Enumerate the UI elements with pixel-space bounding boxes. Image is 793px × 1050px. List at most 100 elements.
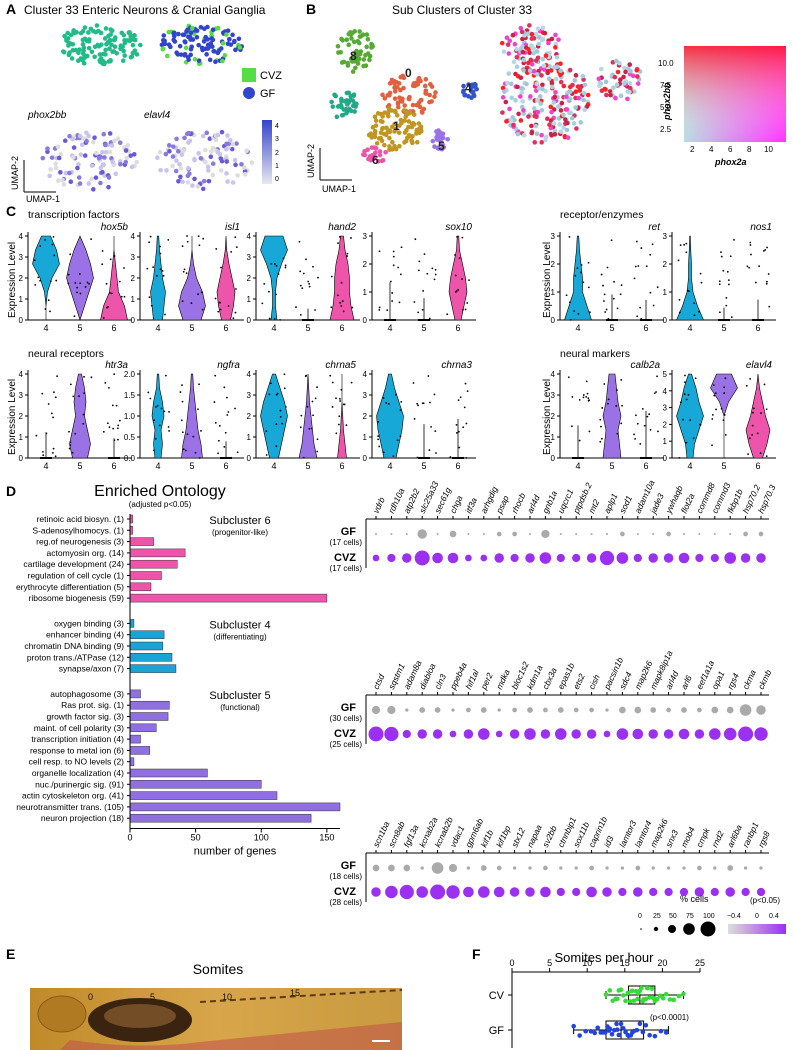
gene-label: sox10 (445, 222, 472, 233)
umap-point (429, 84, 435, 89)
umap-point (499, 40, 505, 46)
y-tick-label: 1 (551, 433, 556, 442)
umap-point (553, 76, 559, 82)
gene-tick-label: mt2 (586, 498, 601, 515)
cell-point (427, 375, 430, 377)
cell-point (300, 414, 303, 417)
dot-cvz (449, 730, 457, 738)
data-point (663, 991, 669, 997)
y-tick-label: 0 (363, 316, 368, 325)
cell-point (422, 290, 425, 292)
cell-point (392, 455, 395, 458)
umap-point (176, 31, 181, 37)
cell-point (155, 274, 158, 277)
umap-point (98, 56, 104, 61)
cell-point (164, 313, 166, 316)
scale-ticks: −0.4 0 0.4 (727, 913, 779, 920)
cell-point (115, 404, 118, 407)
axis-label: UMAP-2 (306, 144, 316, 178)
dot-cvz (385, 885, 398, 899)
cell-point (724, 377, 727, 380)
dot-cvz (695, 553, 704, 563)
cell-point (227, 305, 230, 307)
umap-point (115, 136, 121, 142)
umap-point (60, 49, 66, 54)
cell-point (68, 430, 70, 433)
cell-point (685, 242, 688, 245)
dot-cvz (399, 884, 414, 900)
dot-cvz (432, 552, 443, 564)
dot-cvz (723, 727, 737, 741)
umap-point (597, 83, 602, 89)
cell-point (760, 412, 762, 414)
umap-point (103, 47, 108, 53)
cell-point (377, 435, 380, 437)
data-point (630, 1030, 635, 1035)
violin-shape (676, 373, 704, 459)
umap-point (363, 63, 369, 68)
umap-point (160, 38, 166, 43)
cell-point (110, 292, 113, 295)
cell-point (149, 235, 152, 238)
size-key-dot (653, 926, 659, 932)
data-point (618, 1021, 624, 1027)
umap-point (164, 53, 170, 59)
umap-point (190, 183, 195, 188)
dot-cvz (633, 553, 642, 563)
y-tick-label: 0 (551, 316, 556, 325)
dot-gf (387, 705, 396, 715)
group-title: Subcluster 4 (209, 619, 270, 631)
umap-point (242, 171, 248, 177)
y-tick-label: 1 (663, 288, 668, 297)
cell-point (750, 253, 752, 256)
cell-point (268, 317, 271, 320)
umap-point (206, 45, 211, 50)
chart-subtitle: (adjusted p<0.05) (129, 500, 192, 509)
gene-tick-label: cish (586, 673, 602, 691)
cell-point (434, 430, 437, 433)
dot-cvz (740, 553, 751, 563)
umap-point (537, 94, 543, 99)
umap-point (540, 57, 546, 62)
umap-point (71, 145, 77, 150)
umap-point (346, 42, 352, 48)
x-tick-label: 5 (189, 323, 194, 333)
umap-point (185, 180, 191, 185)
umap-point (552, 94, 558, 100)
umap-point (515, 131, 521, 137)
bar (129, 712, 169, 721)
dot-gf (466, 707, 471, 713)
data-point (658, 1028, 664, 1034)
cell-point (430, 425, 432, 428)
dot-cvz (616, 728, 629, 740)
umap-point (361, 152, 366, 157)
dot-gf (436, 532, 439, 536)
umap-point (207, 57, 213, 63)
umap-point (48, 167, 53, 172)
cell-point (279, 319, 281, 321)
umap-point (434, 129, 439, 134)
dot-gf (431, 862, 444, 874)
bar (129, 723, 157, 733)
umap-point (380, 92, 385, 98)
data-point (592, 1030, 598, 1036)
umap-point (118, 161, 123, 167)
cell-point (346, 252, 349, 255)
umap-point (234, 141, 239, 146)
umap-point (380, 125, 386, 131)
y-tick-label: 0 (19, 454, 24, 463)
cell-point (149, 397, 152, 400)
umap-point (98, 30, 104, 36)
umap-point (106, 184, 111, 190)
cell-point (111, 404, 114, 407)
umap-point (196, 42, 201, 48)
group-label: CVZ (334, 728, 356, 740)
cell-point (194, 451, 197, 454)
cell-point (340, 281, 343, 284)
axis-label: UMAP-2 (10, 156, 20, 190)
umap-point (611, 85, 616, 90)
